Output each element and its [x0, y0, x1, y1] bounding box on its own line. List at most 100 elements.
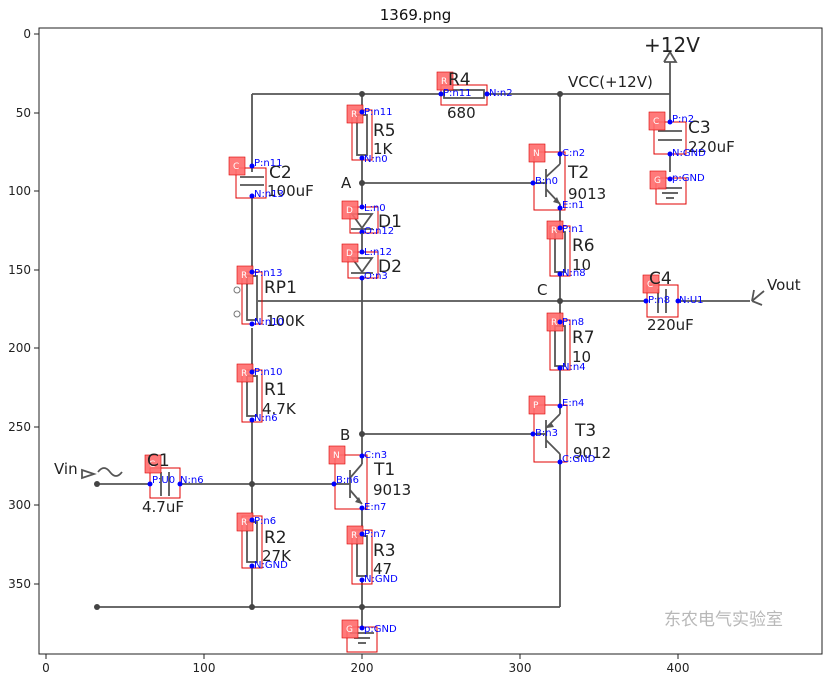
diode-d2: D D2 L:n12 O:n3: [341, 233, 402, 282]
component-label: C3: [688, 118, 711, 138]
diode-d1: D D1 L:n0 O:n12: [341, 200, 402, 237]
pin-label: P:U0: [152, 475, 175, 486]
vout-label: Vout: [767, 276, 801, 294]
capacitor-c2: C C2 100uF P:n11 N:n13: [228, 156, 314, 200]
component-value: 47: [373, 560, 392, 578]
resistor-r2: R R2 27K P:n6 N:GND: [236, 512, 292, 571]
component-value: 220uF: [647, 316, 694, 334]
y-tick-label: 0: [23, 27, 31, 41]
component-value: 10: [572, 256, 591, 274]
vcc-label: VCC(+12V): [568, 73, 653, 91]
pin-label: P:n11: [254, 158, 282, 169]
x-tick-label: 100: [193, 661, 216, 675]
pin-label: L:n12: [364, 247, 392, 258]
component-value: 1K: [373, 140, 394, 158]
component-label: R3: [373, 541, 396, 561]
pin-label: P:n11: [364, 107, 392, 118]
component-label: D2: [378, 257, 402, 277]
component-value: 4.7uF: [142, 498, 184, 516]
resistor-r7: R R7 10 P:n8 N:n4: [546, 312, 595, 373]
pin-label: N:GND: [672, 148, 706, 159]
pin-label: C:GND: [562, 454, 596, 465]
pin-label: N:GND: [364, 574, 398, 585]
pin-label: N:GND: [254, 560, 288, 571]
component-value: 100uF: [267, 182, 314, 200]
component-value: 220uF: [688, 138, 735, 156]
pin-label: P:n6: [254, 516, 276, 527]
transistor-t1: N T1 9013 C:n3 B:n6 E:n7: [328, 445, 411, 513]
pin-label: B:n3: [535, 428, 558, 439]
component-tag: R: [551, 226, 557, 236]
component-tag: G: [346, 625, 353, 635]
pin-label: N:n6: [180, 475, 204, 486]
component-tag: R: [351, 531, 357, 541]
component-tag: N: [533, 149, 540, 159]
junction-dot: [359, 604, 365, 610]
pin-label: E:n1: [562, 200, 584, 211]
component-label: C1: [147, 451, 170, 471]
component-value: 9013: [568, 185, 606, 203]
ground-c3: G p:GND: [649, 170, 705, 205]
pin-label: p:GND: [364, 624, 397, 635]
pin-label: O:n12: [364, 226, 394, 237]
junction-dot: [359, 91, 365, 97]
capacitor-c3: C C3 220uF P:n2 N:GND: [648, 111, 735, 159]
component-tag: C: [653, 117, 659, 127]
y-axis: 0 50 100 150 200 250 300 350: [8, 27, 39, 591]
pin-label: N:n6: [254, 413, 278, 424]
supply-label: +12V: [644, 33, 700, 57]
input-terminal: Vin: [54, 460, 123, 480]
supply-symbol: +12V VCC(+12V): [568, 33, 700, 91]
output-terminal: Vout: [751, 276, 801, 306]
component-tag: C: [233, 162, 239, 172]
component-label: RP1: [264, 278, 297, 298]
pin-label: E:n7: [364, 502, 386, 513]
node-label-b: B: [340, 426, 350, 444]
ground-bottom: G p:GND: [341, 619, 397, 653]
pin-label: P:n8: [562, 317, 584, 328]
component-value: 9012: [573, 444, 611, 462]
pin-label: C:n3: [364, 450, 387, 461]
component-tag: D: [346, 206, 353, 216]
junction-dot: [94, 481, 100, 487]
pin-label: N:n2: [489, 88, 513, 99]
component-tag: C: [647, 280, 653, 290]
capacitor-c1: C C1 4.7uF P:U0 N:n6: [142, 451, 204, 516]
watermark: 东农电气实验室: [664, 610, 783, 630]
y-tick-label: 300: [8, 498, 31, 512]
component-tag: R: [241, 271, 247, 281]
resistor-r6: R R6 10 P:n1 N:n8: [546, 220, 595, 279]
component-value: 100K: [266, 312, 306, 330]
component-tag: C: [149, 460, 155, 470]
potentiometer-rp1: R RP1 100K P:n13 N:n10: [233, 265, 306, 330]
pin-label: P:n2: [672, 114, 694, 125]
junction-dot: [249, 481, 255, 487]
resistor-r4: R R4 680 P:n11 N:n2: [436, 70, 513, 122]
component-tag: R: [441, 77, 447, 87]
component-value: 9013: [373, 481, 411, 499]
pin-label: E:n4: [562, 398, 584, 409]
pin-label: B:n6: [336, 475, 359, 486]
component-label: R2: [264, 528, 287, 548]
vin-label: Vin: [54, 460, 78, 478]
component-value: 27K: [262, 547, 292, 565]
junctions: [94, 91, 563, 610]
component-label: T3: [574, 421, 596, 441]
component-tag: D: [346, 249, 353, 259]
pin-label: P:n8: [648, 295, 670, 306]
x-axis: 0 100 200 300 400: [42, 654, 689, 675]
pin-label: O:n3: [364, 271, 388, 282]
component-tag: R: [551, 318, 557, 328]
component-value: 10: [572, 348, 591, 366]
pin-label: N:n4: [562, 362, 586, 373]
pin-label: P:n7: [364, 529, 386, 540]
x-tick-label: 400: [667, 661, 690, 675]
transistor-t3: P T3 9012 E:n4 B:n3 C:GND: [528, 395, 611, 465]
component-label: C4: [649, 269, 672, 289]
component-label: R5: [373, 121, 396, 141]
y-tick-label: 100: [8, 184, 31, 198]
junction-dot: [249, 604, 255, 610]
transistor-t2: N T2 9013 C:n2 B:n0 E:n1: [528, 143, 606, 211]
x-tick-label: 0: [42, 661, 50, 675]
